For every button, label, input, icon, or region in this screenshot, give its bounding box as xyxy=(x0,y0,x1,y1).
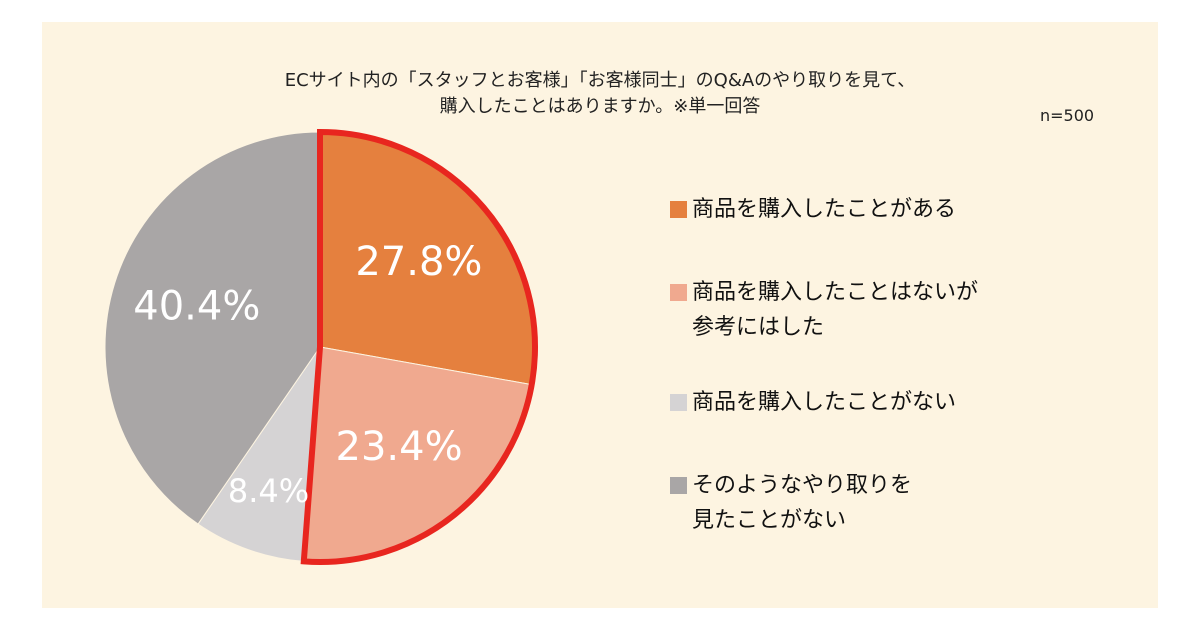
legend-label: 商品を購入したことがない xyxy=(692,390,957,415)
chart-title: ECサイト内の「スタッフとお客様」「お客様同士」のQ&Aのやり取りを見て、 購入… xyxy=(284,70,916,117)
value-label: 27.8% xyxy=(355,239,482,285)
legend-swatch xyxy=(670,394,687,411)
legend-label: そのようなやり取りを 見たことがない xyxy=(692,473,913,533)
pie-slice xyxy=(104,131,321,525)
pie-slice xyxy=(197,345,321,562)
sample-note: n=500 xyxy=(1040,106,1095,125)
legend-swatch xyxy=(670,284,687,301)
highlight-outline xyxy=(300,128,538,565)
value-label: 40.4% xyxy=(133,284,260,330)
legend-label: 商品を購入したことはないが 参考にはした xyxy=(692,280,979,340)
legend-swatch xyxy=(670,201,687,218)
legend-label: 商品を購入したことがある xyxy=(692,197,957,222)
value-label: 8.4% xyxy=(228,472,309,510)
legend-swatch xyxy=(670,477,687,494)
value-label: 23.4% xyxy=(336,424,463,470)
